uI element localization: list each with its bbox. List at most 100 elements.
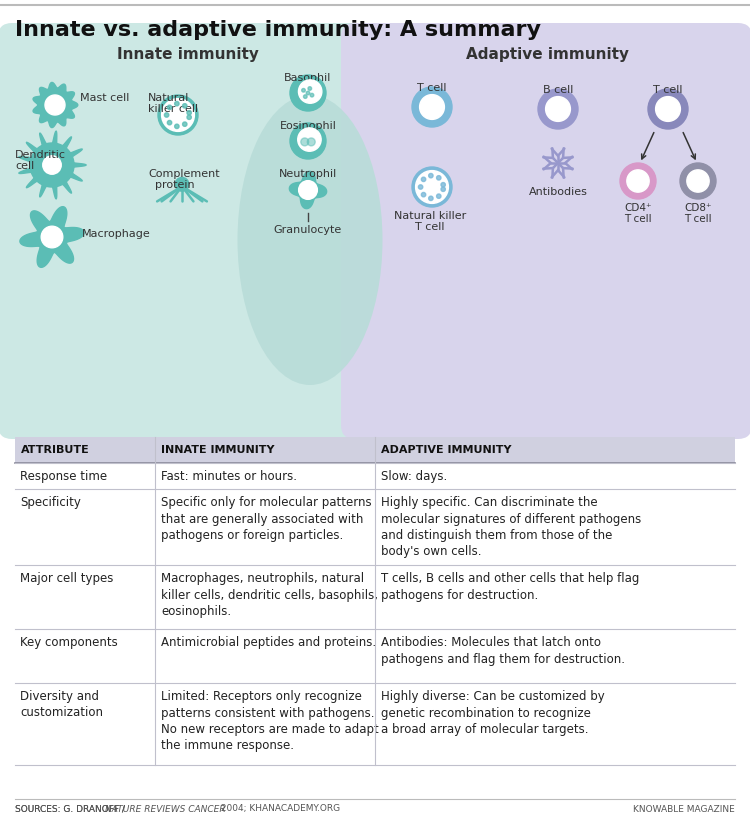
- Text: CD8⁺: CD8⁺: [684, 203, 712, 213]
- Text: Natural: Natural: [148, 93, 189, 103]
- Text: Limited: Receptors only recognize
patterns consistent with pathogens.
No new rec: Limited: Receptors only recognize patter…: [161, 690, 379, 752]
- Polygon shape: [290, 171, 327, 209]
- Circle shape: [175, 102, 179, 106]
- Text: Macrophages, neutrophils, natural
killer cells, dendritic cells, basophils,
eosi: Macrophages, neutrophils, natural killer…: [161, 572, 378, 618]
- Text: Antibodies: Antibodies: [529, 187, 587, 197]
- Circle shape: [412, 87, 452, 127]
- Polygon shape: [33, 83, 78, 128]
- Text: B cell: B cell: [543, 85, 573, 95]
- Circle shape: [167, 105, 172, 109]
- Circle shape: [176, 178, 189, 191]
- Circle shape: [290, 75, 326, 111]
- Text: Fast: minutes or hours.: Fast: minutes or hours.: [161, 470, 297, 483]
- Circle shape: [301, 138, 309, 146]
- Circle shape: [687, 170, 709, 192]
- Circle shape: [164, 113, 169, 117]
- Circle shape: [187, 110, 191, 115]
- Circle shape: [419, 185, 423, 190]
- Text: Specific only for molecular patterns
that are generally associated with
pathogen: Specific only for molecular patterns tha…: [161, 496, 372, 542]
- Text: T cell: T cell: [624, 214, 652, 224]
- Text: Adaptive immunity: Adaptive immunity: [466, 47, 629, 62]
- Circle shape: [436, 175, 441, 180]
- Circle shape: [182, 104, 187, 108]
- Text: Basophil: Basophil: [284, 73, 332, 83]
- Text: Mast cell: Mast cell: [80, 93, 129, 103]
- Text: Response time: Response time: [20, 470, 107, 483]
- Text: 2004; KHANACADEMY.ORG: 2004; KHANACADEMY.ORG: [218, 804, 340, 813]
- FancyBboxPatch shape: [341, 23, 750, 439]
- Text: Slow: days.: Slow: days.: [381, 470, 447, 483]
- Circle shape: [441, 187, 446, 191]
- Circle shape: [545, 97, 571, 121]
- Text: ADAPTIVE IMMUNITY: ADAPTIVE IMMUNITY: [381, 445, 512, 455]
- Text: T cell: T cell: [417, 83, 447, 93]
- Circle shape: [302, 89, 305, 92]
- Text: T cell: T cell: [653, 85, 682, 95]
- Text: Diversity and
customization: Diversity and customization: [20, 690, 103, 720]
- Text: T cells, B cells and other cells that help flag
pathogens for destruction.: T cells, B cells and other cells that he…: [381, 572, 639, 601]
- Circle shape: [416, 170, 448, 204]
- Text: Highly diverse: Can be customized by
genetic recombination to recognize
a broad : Highly diverse: Can be customized by gen…: [381, 690, 604, 736]
- Text: Macrophage: Macrophage: [82, 229, 151, 239]
- Ellipse shape: [238, 95, 382, 385]
- Text: Innate immunity: Innate immunity: [117, 47, 259, 62]
- Circle shape: [306, 91, 310, 95]
- Circle shape: [419, 94, 445, 119]
- Text: Highly specific. Can discriminate the
molecular signatures of different pathogen: Highly specific. Can discriminate the mo…: [381, 496, 641, 559]
- Circle shape: [648, 89, 688, 129]
- Circle shape: [441, 183, 446, 187]
- Circle shape: [436, 194, 441, 199]
- Text: ATTRIBUTE: ATTRIBUTE: [21, 445, 90, 455]
- Circle shape: [308, 87, 311, 90]
- Circle shape: [627, 170, 650, 192]
- Text: T cell: T cell: [416, 222, 445, 232]
- Polygon shape: [20, 207, 84, 267]
- Text: Key components: Key components: [20, 636, 118, 649]
- Circle shape: [620, 163, 656, 199]
- Circle shape: [680, 163, 716, 199]
- Text: Complement: Complement: [148, 169, 220, 179]
- Circle shape: [182, 122, 187, 126]
- Circle shape: [298, 128, 321, 151]
- Text: Dendritic: Dendritic: [15, 150, 66, 160]
- Circle shape: [43, 156, 62, 175]
- Text: KNOWABLE MAGAZINE: KNOWABLE MAGAZINE: [633, 804, 735, 813]
- Circle shape: [175, 124, 179, 129]
- Text: CD4⁺: CD4⁺: [624, 203, 652, 213]
- Text: SOURCES: G. DRANOFF /: SOURCES: G. DRANOFF /: [15, 804, 128, 813]
- Circle shape: [422, 192, 426, 197]
- Circle shape: [298, 80, 322, 104]
- Circle shape: [298, 180, 317, 200]
- Circle shape: [308, 138, 315, 146]
- Circle shape: [429, 196, 433, 200]
- Text: cell: cell: [15, 161, 34, 171]
- Text: Eosinophil: Eosinophil: [280, 121, 337, 131]
- Text: killer cell: killer cell: [148, 104, 198, 114]
- Circle shape: [158, 95, 198, 135]
- Circle shape: [412, 167, 452, 207]
- Circle shape: [656, 97, 680, 121]
- Circle shape: [290, 123, 326, 159]
- FancyBboxPatch shape: [15, 437, 735, 463]
- Circle shape: [161, 99, 194, 131]
- Text: Granulocyte: Granulocyte: [274, 225, 342, 235]
- Text: SOURCES: G. DRANOFF /: SOURCES: G. DRANOFF /: [15, 804, 128, 813]
- Text: Major cell types: Major cell types: [20, 572, 113, 585]
- Circle shape: [304, 95, 307, 99]
- Text: Specificity: Specificity: [20, 496, 81, 509]
- Text: NATURE REVIEWS CANCER: NATURE REVIEWS CANCER: [105, 804, 226, 813]
- Text: Antibodies: Molecules that latch onto
pathogens and flag them for destruction.: Antibodies: Molecules that latch onto pa…: [381, 636, 625, 665]
- Circle shape: [41, 226, 63, 248]
- Circle shape: [422, 177, 426, 181]
- Circle shape: [167, 120, 172, 125]
- Circle shape: [187, 115, 191, 119]
- Text: SOURCES: G. DRANOFF /: SOURCES: G. DRANOFF /: [15, 804, 128, 813]
- Text: Antimicrobial peptides and proteins.: Antimicrobial peptides and proteins.: [161, 636, 376, 649]
- Polygon shape: [19, 131, 86, 199]
- Circle shape: [538, 89, 578, 129]
- FancyBboxPatch shape: [0, 23, 441, 439]
- Text: protein: protein: [155, 180, 195, 190]
- Text: Neutrophil: Neutrophil: [279, 169, 338, 179]
- Text: Natural killer: Natural killer: [394, 211, 466, 221]
- Text: Innate vs. adaptive immunity: A summary: Innate vs. adaptive immunity: A summary: [15, 20, 541, 40]
